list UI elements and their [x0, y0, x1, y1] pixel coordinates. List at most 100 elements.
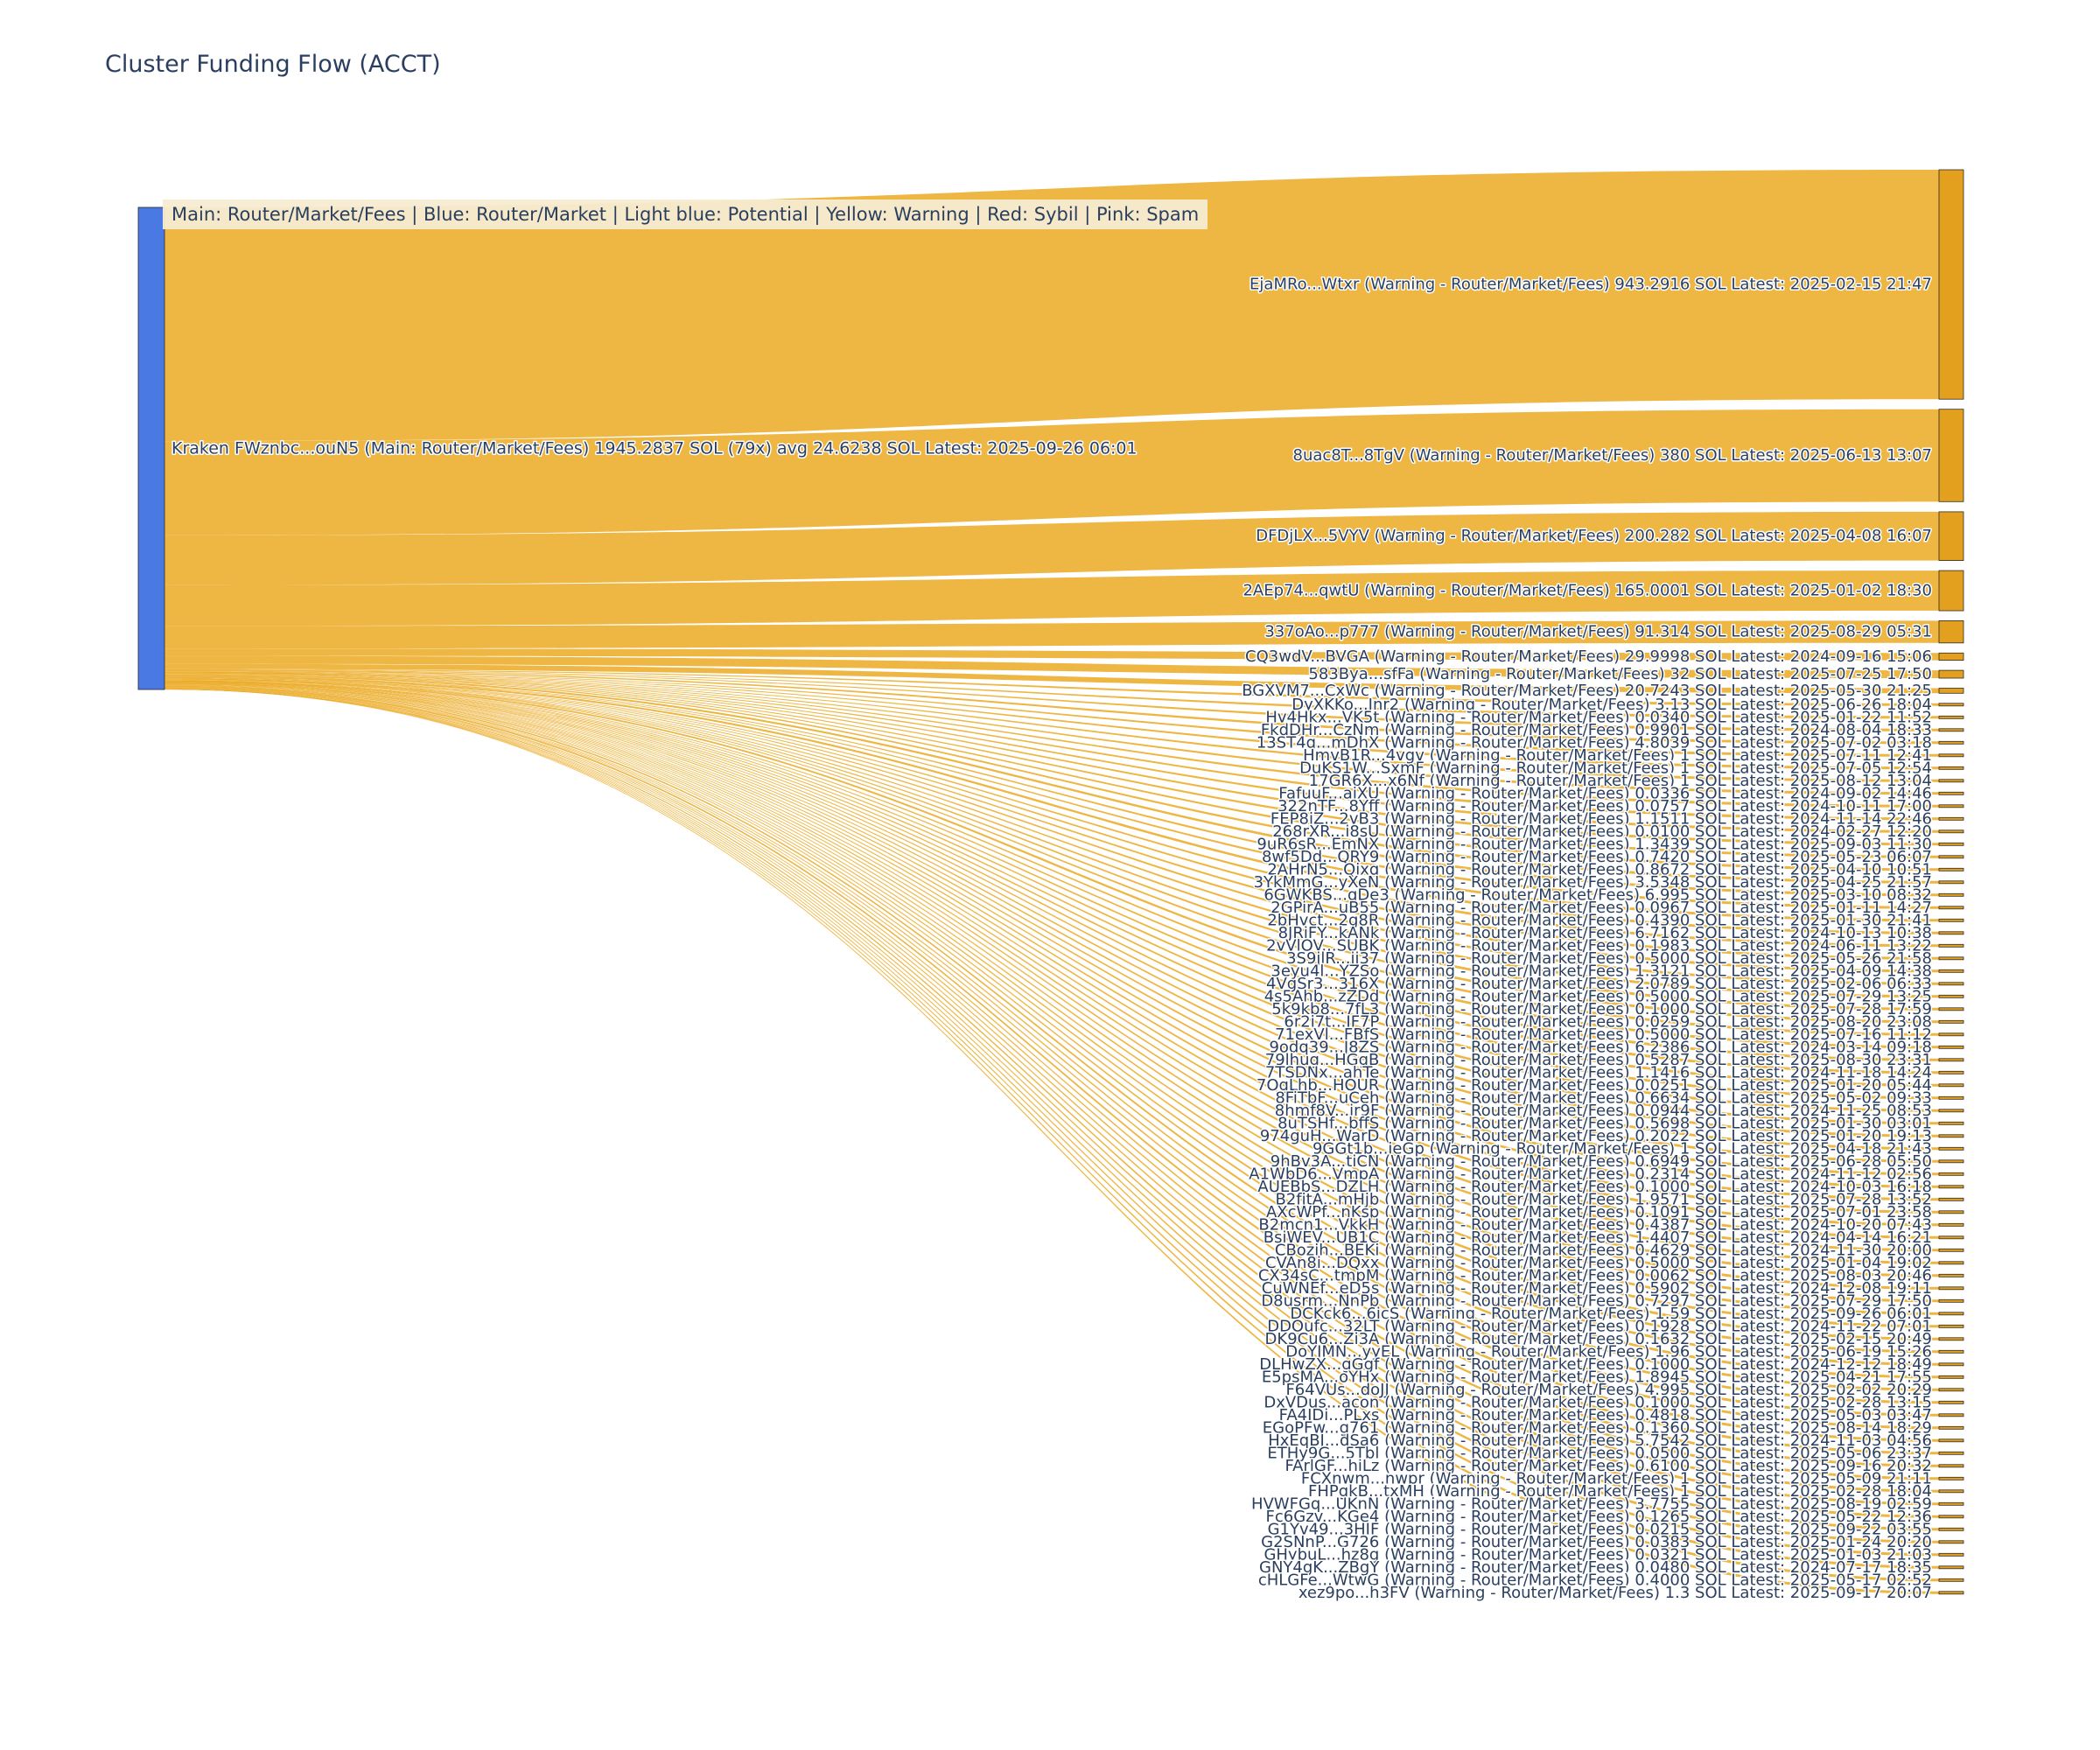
sankey-node-destination[interactable] — [1938, 1045, 1964, 1049]
sankey-link[interactable] — [164, 672, 1939, 872]
sankey-link[interactable] — [164, 682, 1939, 1315]
sankey-link[interactable] — [164, 678, 1939, 1036]
sankey-link[interactable] — [164, 671, 1939, 770]
sankey-link[interactable] — [164, 672, 1939, 821]
sankey-node-destination[interactable] — [1938, 1476, 1964, 1480]
sankey-node-destination[interactable] — [1938, 1109, 1964, 1113]
sankey-node-destination[interactable] — [1938, 1552, 1964, 1557]
sankey-node-destination[interactable] — [1938, 1527, 1964, 1531]
sankey-link[interactable] — [164, 685, 1939, 1417]
sankey-link[interactable] — [164, 680, 1939, 1074]
sankey-node-destination[interactable] — [1938, 169, 1964, 400]
sankey-link[interactable] — [164, 681, 1939, 1163]
sankey-link[interactable] — [164, 673, 1939, 884]
sankey-link[interactable] — [164, 672, 1939, 808]
sankey-node-destination[interactable] — [1938, 740, 1964, 745]
sankey-link[interactable] — [164, 678, 1939, 998]
sankey-node-destination[interactable] — [1938, 1083, 1964, 1088]
sankey-node-destination[interactable] — [1938, 918, 1964, 922]
sankey-link[interactable] — [164, 677, 1939, 985]
sankey-node-destination[interactable] — [1938, 1070, 1964, 1074]
sankey-node-destination[interactable] — [1938, 1400, 1964, 1404]
sankey-node-destination[interactable] — [1938, 511, 1964, 562]
sankey-link[interactable] — [164, 672, 1939, 795]
sankey-link[interactable] — [164, 686, 1939, 1442]
sankey-link[interactable] — [164, 688, 1939, 1493]
sankey-node-destination[interactable] — [1938, 906, 1964, 910]
sankey-link[interactable] — [164, 663, 1939, 694]
sankey-link[interactable] — [164, 682, 1939, 1303]
sankey-link[interactable] — [164, 669, 1939, 719]
sankey-link[interactable] — [164, 678, 1939, 1049]
sankey-link[interactable] — [164, 681, 1939, 1125]
sankey-link[interactable] — [164, 682, 1939, 1252]
sankey-link[interactable] — [164, 681, 1939, 1138]
sankey-node-destination[interactable] — [1938, 753, 1964, 758]
sankey-node-destination[interactable] — [1938, 1197, 1964, 1201]
sankey-node-destination[interactable] — [1938, 1375, 1964, 1379]
sankey-link[interactable] — [164, 671, 1939, 782]
sankey-link[interactable] — [164, 689, 1939, 1582]
sankey-node-destination[interactable] — [1938, 994, 1964, 998]
sankey-link[interactable] — [164, 682, 1939, 1239]
sankey-link[interactable] — [164, 676, 1939, 909]
sankey-link[interactable] — [164, 681, 1939, 1151]
sankey-node-destination[interactable] — [1938, 943, 1964, 948]
sankey-link[interactable] — [164, 687, 1939, 1480]
sankey-link[interactable] — [164, 676, 1939, 934]
sankey-link[interactable] — [164, 683, 1939, 1379]
sankey-link[interactable] — [164, 672, 1939, 846]
sankey-link[interactable] — [164, 686, 1939, 1430]
sankey-node-destination[interactable] — [1938, 688, 1964, 694]
sankey-link[interactable] — [164, 672, 1939, 833]
sankey-link[interactable] — [164, 409, 1939, 536]
sankey-node-destination[interactable] — [1938, 867, 1964, 872]
sankey-link[interactable] — [164, 683, 1939, 1328]
sankey-node-destination[interactable] — [1938, 1312, 1964, 1316]
sankey-node-destination[interactable] — [1938, 1032, 1964, 1037]
sankey-node-destination[interactable] — [1938, 842, 1964, 846]
sankey-node-destination[interactable] — [1938, 1425, 1964, 1430]
sankey-link[interactable] — [164, 680, 1939, 1100]
sankey-link[interactable] — [164, 689, 1939, 1544]
sankey-node-destination[interactable] — [1938, 855, 1964, 859]
sankey-node-destination[interactable] — [1938, 1413, 1964, 1418]
sankey-link[interactable] — [164, 668, 1939, 706]
sankey-node-destination[interactable] — [1938, 728, 1964, 732]
sankey-node-destination[interactable] — [1938, 1134, 1964, 1138]
sankey-link[interactable] — [164, 671, 1939, 757]
sankey-link[interactable] — [164, 170, 1939, 442]
sankey-link[interactable] — [164, 676, 1939, 922]
sankey-node-destination[interactable] — [1938, 1121, 1964, 1125]
sankey-node-destination[interactable] — [1938, 1464, 1964, 1468]
sankey-node-destination[interactable] — [1938, 1591, 1964, 1595]
sankey-node-destination[interactable] — [1938, 1540, 1964, 1544]
sankey-node-destination[interactable] — [1938, 1210, 1964, 1214]
sankey-node-destination[interactable] — [1938, 779, 1964, 783]
sankey-node-destination[interactable] — [1938, 1388, 1964, 1392]
sankey-node-destination[interactable] — [1938, 669, 1964, 679]
sankey-node-destination[interactable] — [1938, 880, 1964, 885]
sankey-node-destination[interactable] — [1938, 1185, 1964, 1189]
sankey-node-destination[interactable] — [1938, 1337, 1964, 1341]
sankey-node-destination[interactable] — [1938, 1502, 1964, 1506]
sankey-node-destination[interactable] — [1938, 1222, 1964, 1227]
sankey-link[interactable] — [164, 687, 1939, 1467]
sankey-link[interactable] — [164, 680, 1939, 1061]
sankey-node-destination[interactable] — [1938, 1172, 1964, 1176]
sankey-node-destination[interactable] — [1938, 892, 1964, 897]
sankey-node-destination[interactable] — [1938, 1362, 1964, 1367]
sankey-node-destination[interactable] — [1938, 409, 1964, 502]
sankey-node-destination[interactable] — [1938, 652, 1964, 661]
sankey-node-destination[interactable] — [1938, 1286, 1964, 1291]
sankey-link[interactable] — [164, 669, 1939, 745]
sankey-node-destination[interactable] — [1938, 1159, 1964, 1164]
sankey-link[interactable] — [164, 570, 1939, 626]
sankey-link[interactable] — [164, 687, 1939, 1455]
sankey-link[interactable] — [164, 655, 1939, 678]
sankey-link[interactable] — [164, 689, 1939, 1569]
sankey-node-destination[interactable] — [1938, 804, 1964, 808]
sankey-node-destination[interactable] — [1938, 1349, 1964, 1354]
sankey-node-destination[interactable] — [1938, 620, 1964, 644]
sankey-link[interactable] — [164, 685, 1939, 1404]
